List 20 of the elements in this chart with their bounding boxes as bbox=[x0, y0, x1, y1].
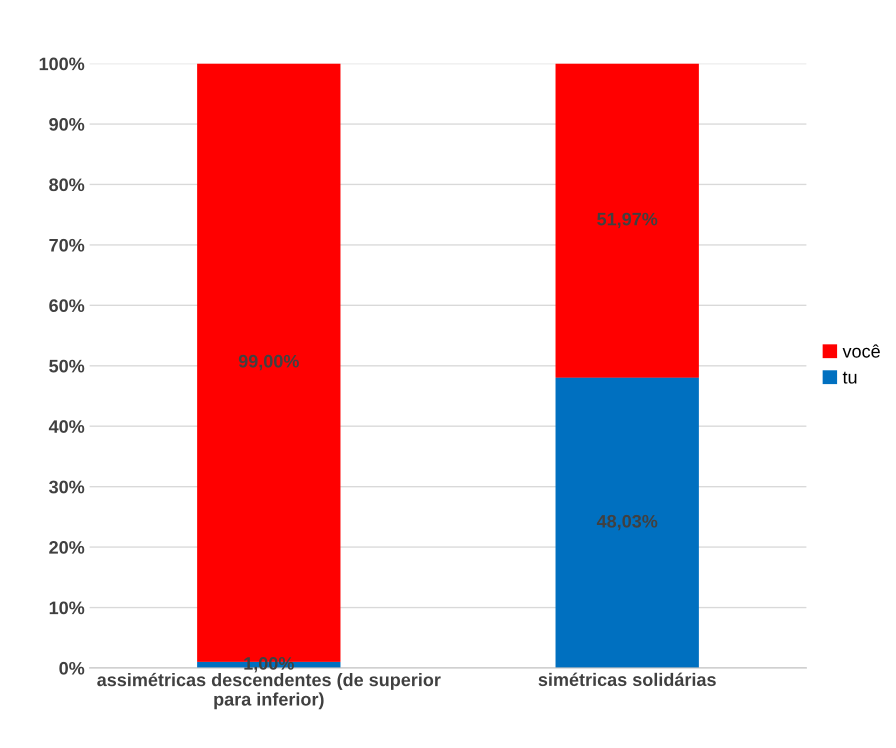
y-tick-label: 100% bbox=[40, 58, 84, 70]
data-label: 48,03% bbox=[596, 514, 658, 530]
y-tick-label: 50% bbox=[49, 360, 84, 372]
legend-label: você bbox=[842, 344, 880, 358]
y-tick-label: 40% bbox=[48, 420, 84, 433]
y-tick-label: 20% bbox=[49, 541, 84, 554]
data-label: 51,97% bbox=[597, 212, 658, 228]
y-tick-label: 90% bbox=[49, 118, 84, 131]
bar bbox=[556, 378, 699, 668]
y-tick-label: 80% bbox=[49, 178, 84, 192]
bar bbox=[556, 64, 699, 378]
y-tick-label: 10% bbox=[50, 601, 84, 614]
y-tick-label: 30% bbox=[49, 480, 84, 494]
data-label: 99,00% bbox=[238, 354, 299, 370]
legend-label: tu bbox=[842, 372, 856, 384]
y-tick-label: 0% bbox=[59, 662, 84, 675]
x-tick-label: simétricas solidárias bbox=[538, 672, 716, 686]
y-tick-label: 60% bbox=[49, 299, 84, 312]
x-tick-label: assimétricas descendentes (de superior para inferior) bbox=[97, 672, 441, 710]
y-tick-label: 70% bbox=[49, 238, 84, 252]
